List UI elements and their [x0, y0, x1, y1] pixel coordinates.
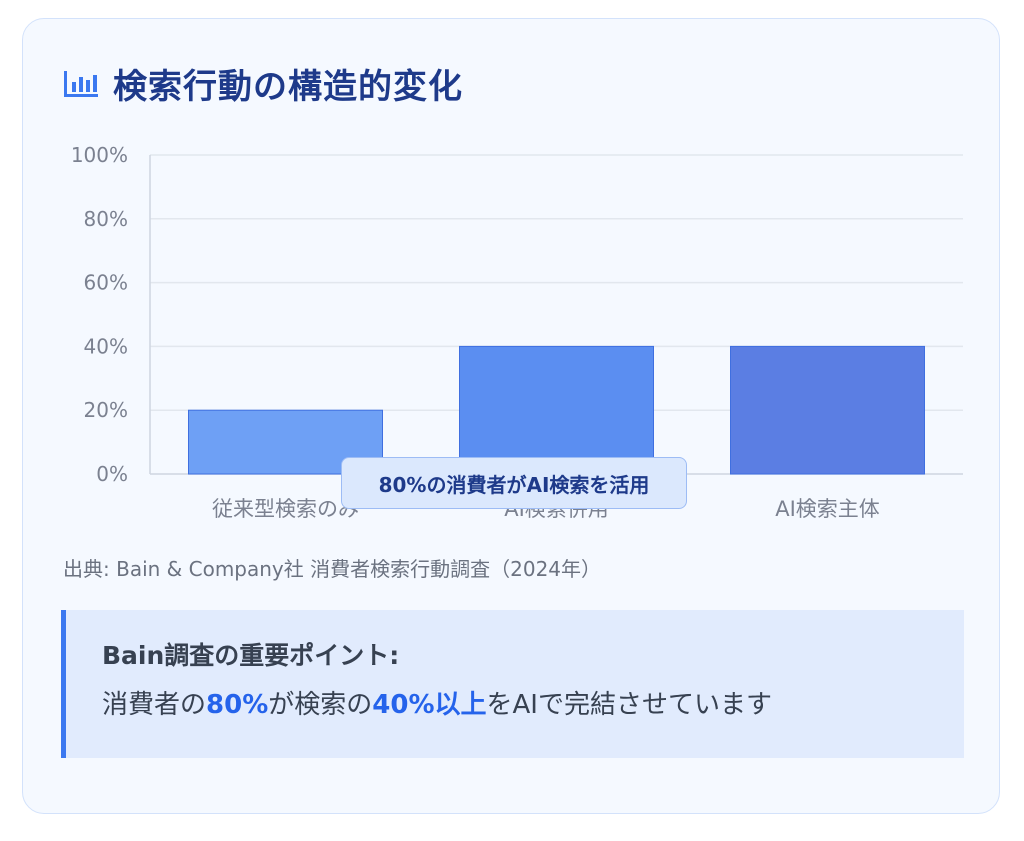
- key-point-text-1: 消費者の: [102, 690, 207, 720]
- key-point-heading: Bain調査の重要ポイント:: [102, 641, 400, 670]
- highlight-40-percent: 40%以上: [372, 690, 487, 720]
- bar: [730, 345, 925, 475]
- y-tick-label: 80%: [84, 207, 128, 231]
- chart-annotation: 80%の消費者がAI検索を活用: [341, 457, 687, 509]
- y-tick-label: 60%: [84, 271, 128, 295]
- chart-card: 検索行動の構造的変化 0% 20% 40% 60% 80% 100% 従来型検索のみ AI検索…: [22, 18, 1000, 814]
- y-tick-label: 20%: [84, 398, 128, 422]
- x-tick-label: 従来型検索のみ: [212, 497, 359, 521]
- key-point-text-3: をAIで完結させています: [486, 690, 772, 720]
- key-point-text-2: が検索の: [268, 690, 373, 720]
- key-point-text: 消費者の80%が検索の40%以上をAIで完結させています: [102, 684, 964, 721]
- y-tick-label: 100%: [71, 143, 128, 167]
- highlight-80-percent: 80%: [206, 690, 269, 720]
- x-tick-label: AI検索主体: [775, 497, 880, 521]
- bar-chart: 0%20%40%60%80%100%従来型検索のみ AI検索併用 AI検索主体: [71, 143, 963, 521]
- bar: [459, 345, 654, 475]
- y-tick-label: 0%: [96, 462, 128, 486]
- page-title: 検索行動の構造的変化: [113, 67, 463, 107]
- bar-chart-icon: [63, 69, 99, 99]
- source-note: 出典: Bain & Company社 消費者検索行動調査（2024年）: [63, 557, 602, 581]
- y-tick-label: 40%: [84, 334, 128, 358]
- title-row: 検索行動の構造的変化: [63, 59, 463, 108]
- key-point-box: Bain調査の重要ポイント: 消費者の80%が検索の40%以上をAIで完結させて…: [61, 610, 964, 758]
